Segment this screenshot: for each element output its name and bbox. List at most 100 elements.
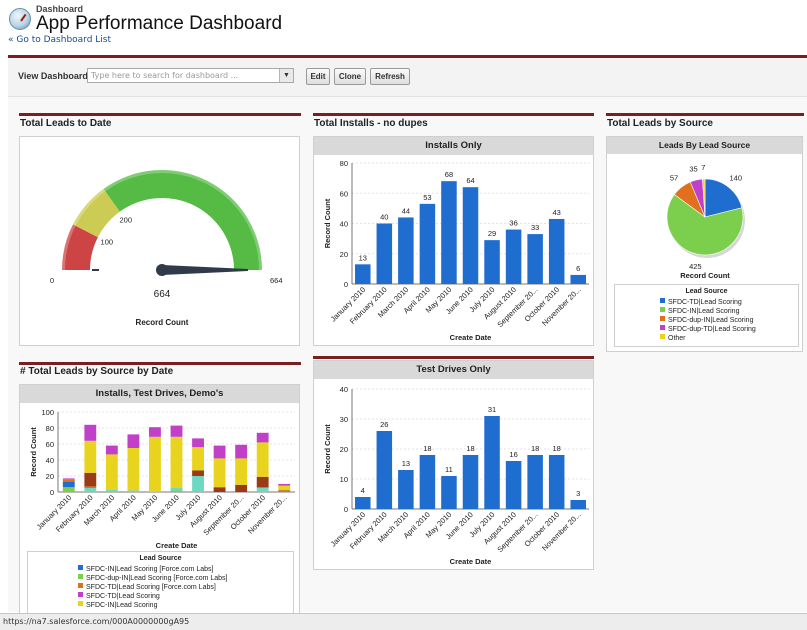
stacked-bar-segment (256, 432, 269, 443)
y-tick-label: 40 (46, 456, 54, 465)
bar (570, 500, 586, 509)
bar-value-label: 44 (402, 206, 410, 215)
gauge-chart: 0 100 200 664 664 Record Count (50, 169, 283, 327)
legend-swatch (660, 307, 665, 312)
stacked-bar-segment (170, 490, 183, 492)
bar (548, 455, 565, 509)
bar (355, 497, 371, 509)
bar-value-label: 43 (553, 208, 561, 217)
legend-title: Lead Source (685, 288, 728, 295)
pie-chart-panel[interactable]: Leads By Lead Source 140 425 57 35 7 Record C… (606, 136, 803, 352)
bar (527, 455, 543, 509)
bar-value-label: 64 (466, 176, 474, 185)
stacked-bar-segment (256, 488, 269, 492)
legend-label: Other (668, 335, 686, 342)
legend-swatch (78, 601, 83, 606)
stacked-bar-segment (278, 484, 291, 486)
test-drives-chart-panel[interactable]: Test Drives Only 0 10 20 30 40 4 January 2010 2… (313, 360, 594, 570)
pie-value-label: 7 (701, 163, 705, 172)
bar-value-label: 36 (509, 219, 517, 228)
refresh-button[interactable]: Refresh (370, 68, 410, 85)
pie-slice (702, 178, 706, 218)
chart-header: Test Drives Only (314, 361, 593, 379)
pie-slice (666, 194, 744, 256)
gauge-band (72, 188, 120, 238)
edit-button[interactable]: Edit (306, 68, 330, 85)
legend-item: SFDC-dup-IN|Lead Scoring [Force.com Labs… (78, 574, 293, 583)
bar-value-label: 18 (423, 444, 431, 453)
pie-value-label: 140 (729, 174, 742, 183)
stacked-bar-segment (192, 470, 204, 476)
legend-swatch (78, 565, 83, 570)
legend-item: SFDC-IN|Lead Scoring (78, 601, 293, 610)
bar (419, 455, 436, 509)
stacked-bar-segment (235, 484, 248, 492)
legend-item: SFDC-IN|Lead Scoring [Force.com Labs] (78, 565, 293, 574)
stacked-bar-segment (105, 445, 118, 455)
bar (355, 264, 371, 284)
bar (505, 461, 522, 509)
legend-swatch (660, 298, 665, 303)
chevron-down-icon[interactable]: ▼ (279, 69, 293, 82)
column-rule (19, 113, 301, 116)
legend-label: SFDC-TD|Lead Scoring (86, 593, 160, 600)
stacked-bar-segment (62, 479, 75, 482)
x-axis-label: Create Date (156, 541, 198, 550)
breadcrumb: Dashboard (36, 4, 84, 14)
stacked-bar-segment (105, 454, 118, 490)
y-tick-label: 20 (340, 250, 348, 259)
y-tick-label: 30 (340, 415, 348, 424)
status-bar-url: https://na7.salesforce.com/000A0000000gA… (0, 613, 807, 630)
stacked-bar-segment (127, 434, 140, 448)
bar-value-label: 16 (509, 450, 517, 459)
x-axis-label: Create Date (450, 557, 492, 566)
y-tick-label: 20 (340, 445, 348, 454)
dashboard-search-input[interactable]: Type here to search for dashboard ... (87, 68, 294, 83)
bar-value-label: 6 (576, 264, 580, 273)
pie-value-label: 425 (689, 262, 702, 271)
bar-value-label: 13 (402, 459, 410, 468)
bar (419, 203, 436, 284)
legend-item: SFDC-dup-TD|Lead Scoring (660, 325, 798, 334)
gauge-needle (162, 265, 248, 275)
stacked-bar-segment (235, 458, 248, 485)
gauge-panel[interactable]: 0 100 200 664 664 Record Count (19, 136, 300, 346)
legend-swatch (660, 334, 665, 339)
chart-header: Installs Only (314, 137, 593, 155)
clone-button[interactable]: Clone (334, 68, 366, 85)
stacked-bar-segment (256, 476, 269, 488)
legend-swatch (78, 592, 83, 597)
bar-value-label: 18 (531, 444, 539, 453)
legend-swatch (660, 316, 665, 321)
pie-slice (704, 178, 743, 218)
back-to-dashboard-list-link[interactable]: « Go to Dashboard List (8, 35, 112, 45)
stacked-bar-segment (256, 487, 269, 488)
legend-item: SFDC-TD|Lead Scoring [Force.com Labs] (78, 583, 293, 592)
component-title: Total Leads by Source (607, 118, 713, 129)
bar (398, 217, 414, 284)
bar (527, 234, 543, 284)
bar (462, 455, 479, 509)
stacked-bar-segment (235, 444, 248, 459)
bar-value-label: 18 (466, 444, 474, 453)
legend-label: SFDC-IN|Lead Scoring (86, 602, 158, 609)
bar (505, 229, 522, 284)
y-axis-label: Record Count (29, 427, 38, 477)
stacked-bar-segment (213, 445, 226, 459)
legend-swatch (78, 583, 83, 588)
legend-item: SFDC-IN|Lead Scoring (660, 307, 798, 316)
gauge-axis-label: Record Count (136, 318, 189, 327)
legend-item: Other (660, 334, 798, 343)
bar-value-label: 40 (380, 213, 388, 222)
bar (570, 274, 586, 284)
stacked-bar-segment (62, 478, 75, 480)
stacked-chart-panel[interactable]: Installs, Test Drives, Demo's 0 20 40 60 80 1… (19, 384, 300, 617)
stacked-bar-segment (84, 486, 97, 488)
stacked-bar-segment (213, 458, 226, 488)
installs-chart-panel[interactable]: Installs Only 0 20 40 60 80 13 January 2010 40 F… (313, 136, 594, 346)
bar (548, 218, 565, 284)
bar (462, 187, 479, 284)
stacked-bar-segment (278, 490, 291, 492)
stacked-bar-segment (213, 487, 226, 492)
